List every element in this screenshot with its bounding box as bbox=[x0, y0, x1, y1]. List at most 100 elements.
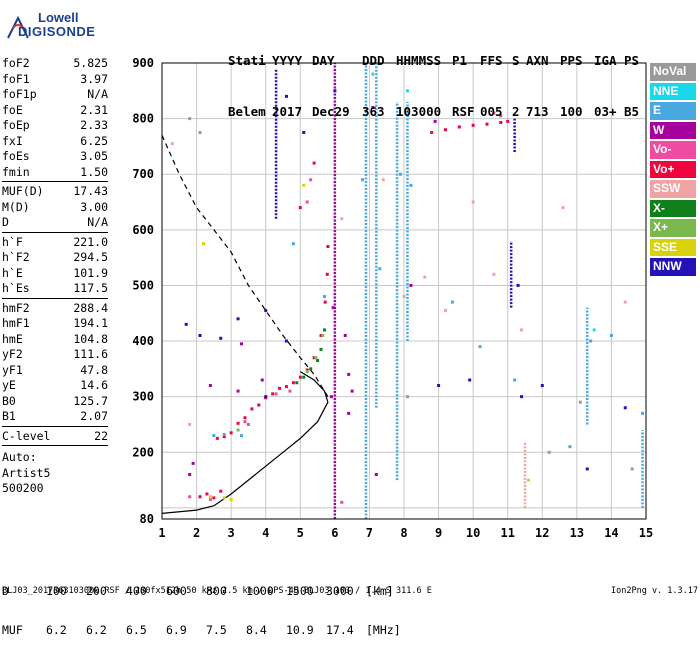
param-value: 111.6 bbox=[73, 347, 108, 361]
muf-value-row: MUF 6.2 6.2 6.5 6.9 7.5 8.4 10.9 17.4 [MHz] bbox=[2, 624, 401, 637]
data-point bbox=[547, 450, 551, 454]
data-point bbox=[589, 339, 593, 343]
divider bbox=[2, 425, 108, 427]
data-point bbox=[170, 142, 174, 146]
data-point bbox=[405, 395, 409, 399]
x-tick-label: 11 bbox=[500, 526, 514, 540]
param-value: 2.33 bbox=[80, 118, 108, 132]
data-points bbox=[170, 72, 645, 504]
data-point bbox=[278, 386, 282, 390]
y-tick-label: 400 bbox=[132, 334, 154, 348]
legend-item-nnw: NNW bbox=[650, 258, 696, 276]
param-name: h`E bbox=[2, 265, 23, 280]
header-value-5: RSF bbox=[452, 104, 475, 119]
muf-distance-value: 1000 bbox=[246, 584, 274, 598]
param-name: foF1 bbox=[2, 71, 30, 86]
profile-curves bbox=[161, 135, 329, 514]
legend-item-w: W bbox=[650, 121, 696, 139]
param-value: 104.8 bbox=[73, 331, 108, 346]
param-value: 1.50 bbox=[80, 164, 108, 179]
param-name: foE bbox=[2, 102, 23, 117]
y-tick-label: 300 bbox=[132, 390, 154, 404]
data-point bbox=[198, 495, 202, 499]
param-row: foE 2.31 bbox=[2, 103, 108, 119]
data-point bbox=[405, 89, 409, 93]
param-name: hmF1 bbox=[2, 316, 30, 330]
muf-distance-row: D 100 200 400 600 800 1000 1500 3000 [km] bbox=[2, 585, 401, 598]
header-value-11: B5 bbox=[624, 104, 640, 119]
param-value: 221.0 bbox=[73, 234, 108, 249]
y-tick-label: 700 bbox=[132, 167, 154, 181]
divider bbox=[2, 445, 108, 446]
muf-frequency-label: MUF bbox=[2, 623, 23, 637]
header-label-11: PS bbox=[624, 53, 640, 68]
data-point bbox=[468, 378, 472, 382]
legend-item-sse: SSE bbox=[650, 238, 696, 256]
muf-frequency-unit: [MHz] bbox=[366, 623, 401, 637]
ionogram-plot: 1 2 3 4 5 6 7 8 9 10 11 12 13 14 15 802003004005006007… bbox=[132, 56, 653, 540]
data-point bbox=[478, 345, 482, 349]
y-tick-label: 800 bbox=[132, 112, 154, 126]
polarization-legend: NoVal NNE E W Vo- Vo+ SSW X- X+ SSE NNW bbox=[650, 63, 696, 278]
header-value-1: 2017 bbox=[272, 104, 303, 119]
param-name: yF1 bbox=[2, 362, 23, 377]
data-point bbox=[374, 473, 378, 477]
data-point bbox=[314, 356, 318, 360]
header-label-8: AXN bbox=[526, 53, 549, 68]
data-point bbox=[208, 498, 212, 502]
param-group-profile: hmF2 288.4 hmF1 194.1 hmE 104.8 yF2 111.6 yF1 47.… bbox=[2, 301, 108, 425]
data-point bbox=[284, 339, 288, 343]
param-value: 117.5 bbox=[73, 281, 108, 295]
header-label-3: DDD bbox=[362, 53, 385, 68]
profile-extrapolation bbox=[161, 135, 329, 398]
param-value: 2.07 bbox=[80, 409, 108, 423]
muf-table: D 100 200 400 600 800 1000 1500 3000 [km] MUF 6.2 6… bbox=[2, 559, 401, 650]
data-point bbox=[585, 467, 589, 471]
x-tick-label: 14 bbox=[604, 526, 618, 540]
header-value-2: Dec29 bbox=[312, 104, 350, 119]
data-point bbox=[322, 328, 326, 332]
param-row: h`F 221.0 bbox=[2, 235, 108, 251]
data-point bbox=[340, 500, 344, 504]
data-point bbox=[222, 435, 226, 439]
data-point bbox=[243, 420, 247, 424]
data-point bbox=[540, 384, 544, 388]
data-point bbox=[257, 403, 261, 407]
param-name: h`F2 bbox=[2, 250, 30, 264]
param-group-confidence: C-level 22 bbox=[2, 429, 108, 445]
data-point bbox=[212, 434, 216, 438]
auto-line: 500200 bbox=[2, 481, 44, 495]
x-tick-label: 7 bbox=[366, 526, 373, 540]
data-point bbox=[371, 105, 375, 109]
data-point bbox=[326, 245, 330, 249]
data-point bbox=[298, 375, 302, 379]
data-point bbox=[526, 478, 530, 482]
data-point bbox=[205, 492, 209, 496]
data-point bbox=[316, 359, 320, 363]
data-point bbox=[609, 333, 613, 337]
param-name: B0 bbox=[2, 393, 16, 408]
data-point bbox=[229, 498, 233, 502]
param-name: yE bbox=[2, 378, 16, 392]
data-point bbox=[222, 496, 226, 500]
x-tick-label: 10 bbox=[466, 526, 480, 540]
param-row: yF1 47.8 bbox=[2, 363, 108, 379]
x-tick-label: 4 bbox=[262, 526, 269, 540]
data-point bbox=[298, 206, 302, 210]
data-point bbox=[430, 131, 434, 135]
x-tick-label: 1 bbox=[158, 526, 165, 540]
data-point bbox=[188, 117, 192, 121]
muf-distance-value: 100 bbox=[46, 584, 67, 598]
param-value: 22 bbox=[94, 428, 108, 443]
data-point bbox=[623, 300, 627, 304]
param-name: B1 bbox=[2, 409, 16, 423]
data-point bbox=[302, 375, 306, 379]
autoscaling-info: Auto: Artist5 500200 bbox=[2, 450, 108, 497]
data-point bbox=[520, 395, 524, 399]
data-point bbox=[331, 306, 335, 310]
muf-frequency-value: 6.2 bbox=[86, 623, 107, 637]
data-point bbox=[250, 407, 254, 411]
data-point bbox=[409, 183, 413, 187]
data-point bbox=[198, 131, 202, 135]
data-point bbox=[347, 372, 351, 376]
